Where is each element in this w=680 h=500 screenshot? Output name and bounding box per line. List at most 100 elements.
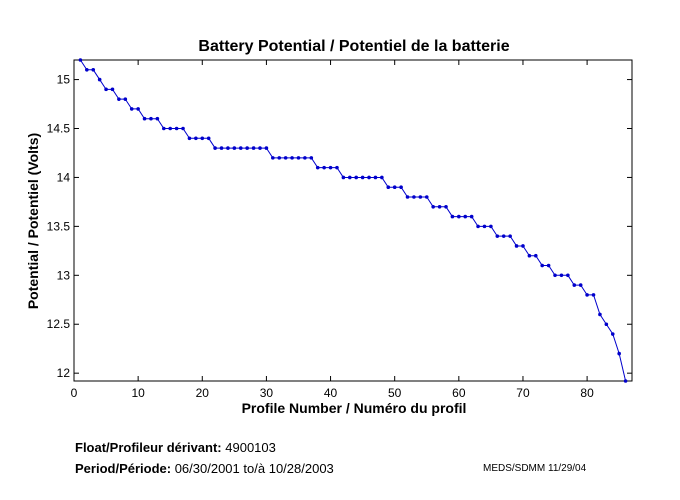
x-axis-ticks: 0 10 20 30 40 50 60 70 80 (71, 60, 594, 400)
float-value: 4900103 (225, 440, 276, 455)
data-point (489, 224, 493, 229)
data-point (495, 234, 500, 238)
y-tick-label: 14.5 (47, 122, 71, 136)
y-tick-label: 15 (57, 73, 71, 87)
data-point (213, 146, 217, 150)
data-point (251, 146, 256, 150)
data-point (104, 87, 108, 92)
data-point (367, 175, 371, 180)
data-point (309, 156, 314, 160)
data-point (604, 322, 609, 327)
data-point (412, 195, 416, 199)
period-info: Period/Période: 06/30/2001 to/à 10/28/20… (75, 461, 334, 476)
period-start: 06/30/2001 (174, 461, 240, 476)
float-info: Float/Profileur dérivant: 4900103 (75, 440, 276, 455)
data-point (258, 146, 262, 150)
data-point (200, 136, 205, 141)
data-point (283, 156, 288, 160)
data-point (181, 126, 185, 131)
y-tick-label: 12.5 (47, 317, 71, 331)
period-to: to/à (243, 461, 266, 476)
x-tick-label: 50 (388, 386, 402, 400)
y-axis-label: Potential / Potentiel (Volts) (25, 133, 41, 309)
data-point (591, 293, 596, 297)
data-point (392, 185, 397, 190)
data-point (508, 234, 512, 238)
data-point (341, 175, 346, 180)
data-point (572, 283, 577, 287)
data-point (194, 136, 198, 141)
data-point (469, 214, 474, 219)
data-point (91, 67, 96, 72)
data-point (315, 165, 320, 170)
data-point (418, 195, 423, 199)
data-point (457, 214, 461, 219)
data-point (360, 175, 365, 180)
data-point (206, 136, 211, 141)
credit-text: MEDS/SDMM 11/29/04 (483, 463, 587, 474)
data-point (476, 224, 480, 229)
x-tick-label: 10 (131, 386, 145, 400)
data-point (354, 175, 359, 180)
data-point (110, 87, 115, 92)
data-point (405, 195, 410, 199)
data-point (380, 175, 384, 180)
x-tick-label: 30 (260, 386, 274, 400)
data-point (187, 136, 192, 141)
data-point (546, 263, 551, 268)
x-tick-label: 80 (580, 386, 594, 400)
x-tick-label: 40 (324, 386, 338, 400)
data-point (296, 156, 301, 160)
data-point (553, 273, 557, 278)
data-point (123, 97, 128, 101)
data-point (617, 351, 621, 356)
data-point (328, 165, 333, 170)
data-point (232, 146, 237, 150)
data-point (303, 156, 307, 160)
y-tick-label: 13.5 (47, 219, 71, 233)
data-point (373, 175, 378, 180)
plot-frame (73, 59, 633, 382)
data-point (482, 224, 487, 229)
data-point (226, 146, 230, 150)
data-point (142, 116, 147, 121)
data-point (610, 332, 615, 336)
data-point (168, 126, 173, 131)
battery-series (78, 58, 628, 383)
data-point (174, 126, 179, 131)
data-point (450, 214, 455, 219)
data-point (444, 204, 448, 209)
y-tick-label: 14 (57, 170, 71, 184)
data-point (566, 273, 570, 278)
float-label: Float/Profileur dérivant: (75, 440, 222, 455)
data-point (129, 107, 134, 111)
data-point (322, 165, 326, 170)
data-point (290, 156, 294, 160)
data-point (527, 253, 532, 258)
x-tick-label: 0 (71, 386, 78, 400)
data-point (585, 293, 589, 297)
data-point (271, 156, 275, 160)
y-axis-ticks: 12 12.5 13 13.5 14 14.5 15 (47, 73, 632, 380)
data-point (85, 67, 89, 72)
x-tick-label: 20 (196, 386, 210, 400)
data-point (245, 146, 249, 150)
x-tick-label: 60 (452, 386, 466, 400)
data-point (136, 107, 140, 111)
period-end: 10/28/2003 (268, 461, 334, 476)
chart-title: Battery Potential / Potentiel de la batt… (198, 38, 509, 55)
data-point (424, 195, 429, 199)
data-point (623, 379, 628, 383)
data-point (437, 204, 442, 209)
y-tick-label: 12 (57, 366, 71, 380)
data-point (238, 146, 243, 150)
x-axis-label: Profile Number / Numéro du profil (242, 400, 467, 416)
data-point (335, 165, 339, 170)
data-point (399, 185, 403, 190)
data-point (578, 283, 583, 287)
data-point (97, 77, 102, 82)
data-point (155, 116, 160, 121)
data-point (264, 146, 269, 150)
data-point (598, 312, 602, 317)
